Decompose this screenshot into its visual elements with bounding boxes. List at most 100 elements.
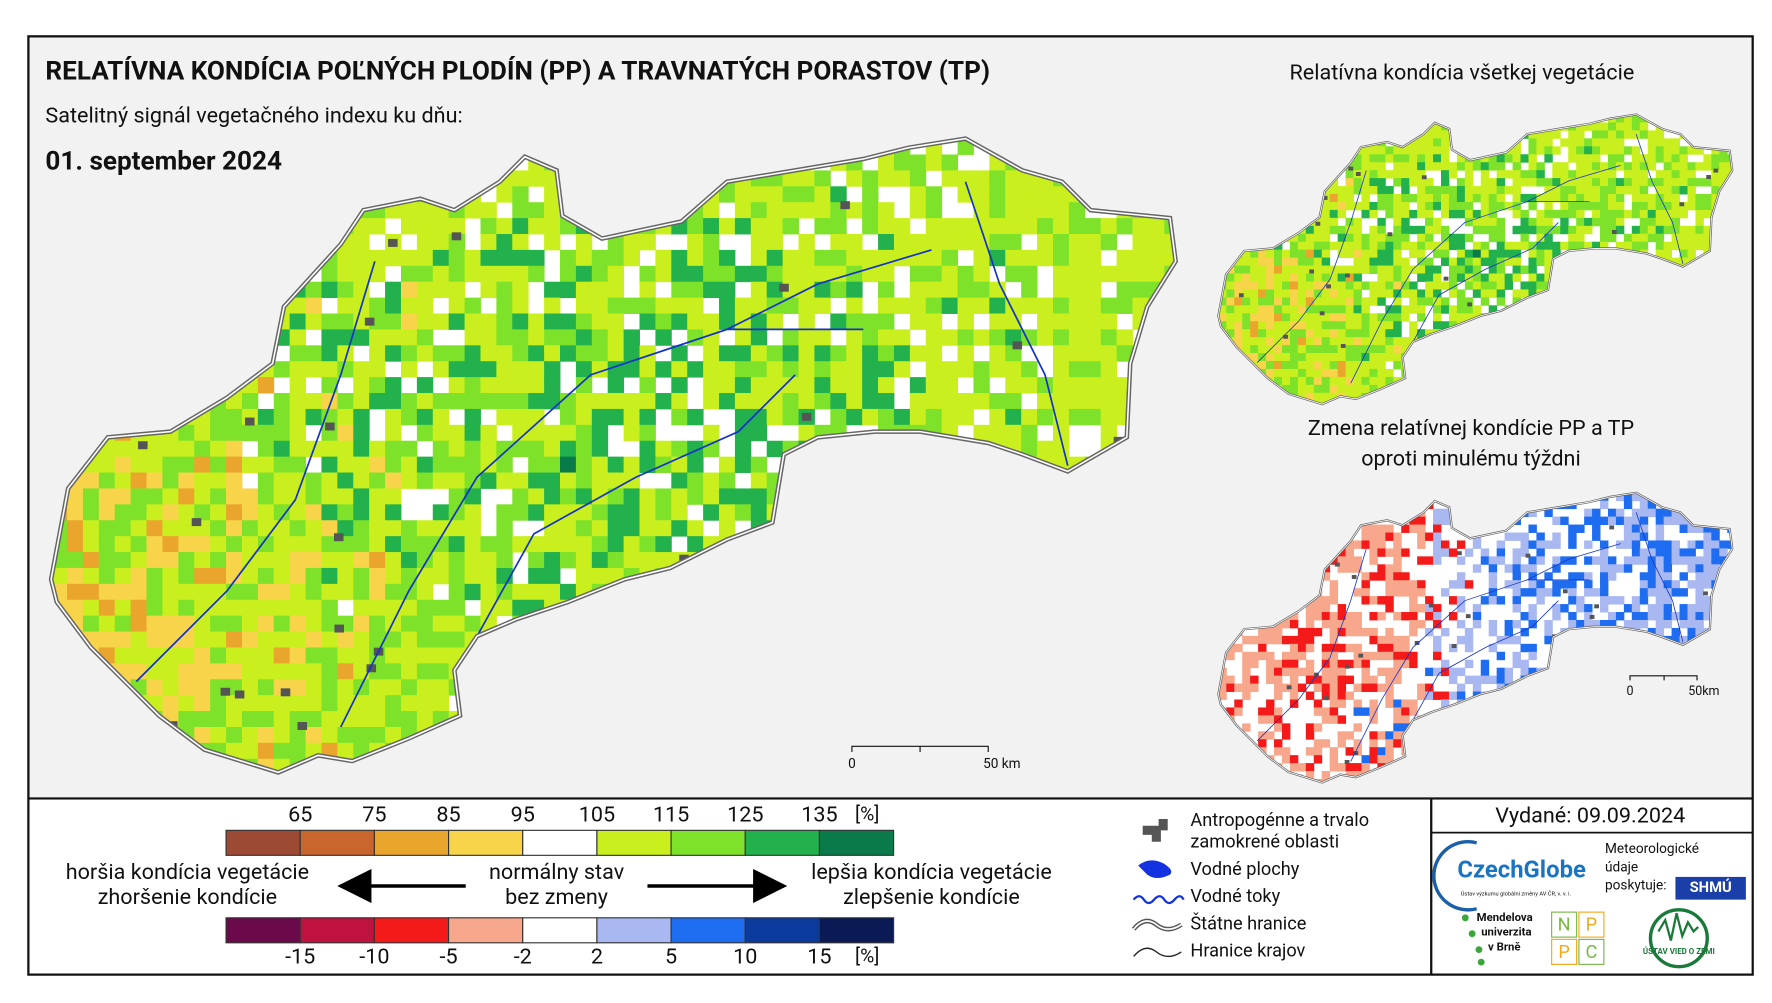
- map-cell: [1369, 265, 1378, 274]
- map-cell: [98, 631, 116, 648]
- map-cell: [162, 679, 179, 696]
- map-cell: [1496, 186, 1506, 195]
- map-cell: [575, 233, 593, 251]
- map-cell: [337, 647, 354, 664]
- map-cell: [1266, 368, 1275, 378]
- map-cell: [369, 520, 386, 537]
- map-cell: [82, 567, 100, 585]
- map-cell: [1647, 194, 1657, 203]
- map-cell: [369, 504, 386, 521]
- map-cell: [1401, 225, 1410, 235]
- map-cell: [909, 202, 927, 219]
- map-cell: [448, 488, 466, 505]
- map-cell: [1068, 408, 1086, 426]
- map-cell: [1456, 209, 1466, 219]
- map-cell: [1409, 249, 1418, 259]
- map-cell: [1456, 186, 1466, 195]
- map-cell: [1021, 408, 1038, 426]
- map-cell: [1321, 297, 1331, 306]
- map-cell: [1600, 194, 1609, 203]
- map-cell: [750, 504, 768, 521]
- map-cell: [878, 377, 895, 394]
- map-cell: [1456, 540, 1466, 549]
- map-cell: [1544, 217, 1553, 227]
- map-cell: [973, 297, 990, 314]
- map-cell: [1433, 130, 1442, 139]
- map-cell: [305, 536, 322, 553]
- map-cell: [1369, 532, 1378, 541]
- map-cell: [1576, 170, 1585, 179]
- map-cell: [989, 408, 1006, 426]
- map-cell: [305, 726, 322, 744]
- map-cell: [1313, 360, 1323, 370]
- map-cell: [1711, 186, 1720, 195]
- map-cell: [82, 552, 100, 569]
- map-cell: [1345, 368, 1354, 378]
- map-cell: [1425, 233, 1434, 243]
- map-cell: [941, 154, 959, 171]
- map-cell: [544, 313, 561, 330]
- map-cell: [1711, 162, 1720, 171]
- map-cell: [1297, 265, 1307, 274]
- map-cell: [1433, 241, 1442, 251]
- map-cell: [1655, 233, 1665, 243]
- map-cell: [1528, 162, 1537, 171]
- map-cell: [639, 456, 656, 473]
- map-cell: [703, 472, 720, 489]
- map-cell: [1600, 540, 1609, 549]
- map-cell: [273, 424, 291, 442]
- map-cell: [1592, 138, 1601, 147]
- map-cell: [957, 345, 974, 362]
- map-cell: [480, 265, 497, 283]
- map-cell: [671, 361, 688, 378]
- map-cell: [1100, 345, 1118, 362]
- map-cell: [607, 456, 625, 473]
- map-cell: [1409, 194, 1418, 203]
- map-cell: [1274, 273, 1283, 282]
- map-cell: [353, 472, 370, 489]
- map-cell: [1289, 273, 1299, 282]
- map-cell: [1536, 217, 1545, 227]
- map-cell: [305, 520, 322, 537]
- map-cell: [1703, 524, 1712, 533]
- map-cell: [400, 297, 418, 314]
- map-cell: [305, 615, 322, 633]
- map-cell: [369, 440, 386, 458]
- map-cell: [1607, 130, 1617, 139]
- map-cell: [1433, 548, 1442, 557]
- map-cell: [1448, 289, 1458, 298]
- map-cell: [1433, 122, 1442, 131]
- map-cell: [1568, 524, 1577, 533]
- urban-area: [1443, 276, 1449, 281]
- map-cell: [1052, 297, 1070, 314]
- map-cell: [1289, 384, 1299, 394]
- map-cell: [1409, 225, 1418, 235]
- map-cell: [496, 297, 513, 314]
- map-cell: [1528, 249, 1537, 259]
- map-cell: [369, 679, 386, 696]
- map-cell: [400, 218, 418, 235]
- map-cell: [385, 297, 402, 314]
- map-cell: [1607, 122, 1617, 131]
- map-cell: [607, 488, 625, 505]
- map-cell: [957, 393, 974, 410]
- map-cell: [1679, 209, 1688, 219]
- map-cell: [909, 297, 927, 314]
- map-cell: [178, 520, 195, 537]
- map-cell: [82, 520, 100, 537]
- map-cell: [687, 281, 704, 299]
- map-cell: [257, 456, 275, 473]
- map-cell: [1663, 194, 1673, 203]
- state-border: [50, 137, 1177, 774]
- map-cell: [1600, 130, 1609, 139]
- subtitle: Satelitný signál vegetačného indexu ku d…: [45, 104, 462, 129]
- map-cell: [114, 599, 132, 617]
- map-cell: [1084, 265, 1102, 283]
- map-cell: [1005, 170, 1022, 187]
- map-cell: [1337, 376, 1347, 386]
- map-cell: [528, 249, 545, 267]
- map-cell: [1568, 241, 1577, 251]
- map-cell: [1544, 194, 1553, 203]
- map-cell: [432, 313, 450, 330]
- map-cell: [496, 233, 513, 251]
